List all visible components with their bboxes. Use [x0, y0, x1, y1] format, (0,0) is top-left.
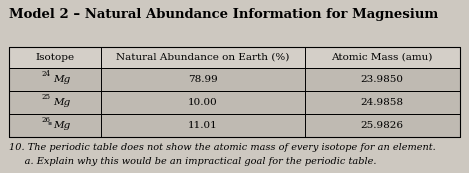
Text: 10.00: 10.00 — [188, 98, 218, 107]
Text: Mg: Mg — [53, 75, 70, 84]
Text: 11.01: 11.01 — [188, 121, 218, 130]
Text: 10. The periodic table does not show the atomic mass of every isotope for an ele: 10. The periodic table does not show the… — [9, 143, 436, 152]
Text: 25.9826: 25.9826 — [361, 121, 404, 130]
Text: Isotope: Isotope — [36, 53, 75, 62]
Text: 25: 25 — [41, 93, 50, 101]
Text: 23.9850: 23.9850 — [361, 75, 404, 84]
Text: 78.99: 78.99 — [188, 75, 218, 84]
Text: Mg: Mg — [53, 98, 70, 107]
Text: a. Explain why this would be an impractical goal for the periodic table.: a. Explain why this would be an impracti… — [9, 157, 377, 166]
Text: 24.9858: 24.9858 — [361, 98, 404, 107]
Text: Mg: Mg — [53, 121, 70, 130]
Text: 26: 26 — [41, 116, 50, 124]
Text: 24: 24 — [41, 70, 50, 79]
Text: Atomic Mass (amu): Atomic Mass (amu) — [332, 53, 433, 62]
Text: ▪: ▪ — [47, 120, 52, 125]
Text: Natural Abundance on Earth (%): Natural Abundance on Earth (%) — [116, 53, 289, 62]
Text: Model 2 – Natural Abundance Information for Magnesium: Model 2 – Natural Abundance Information … — [9, 8, 439, 21]
